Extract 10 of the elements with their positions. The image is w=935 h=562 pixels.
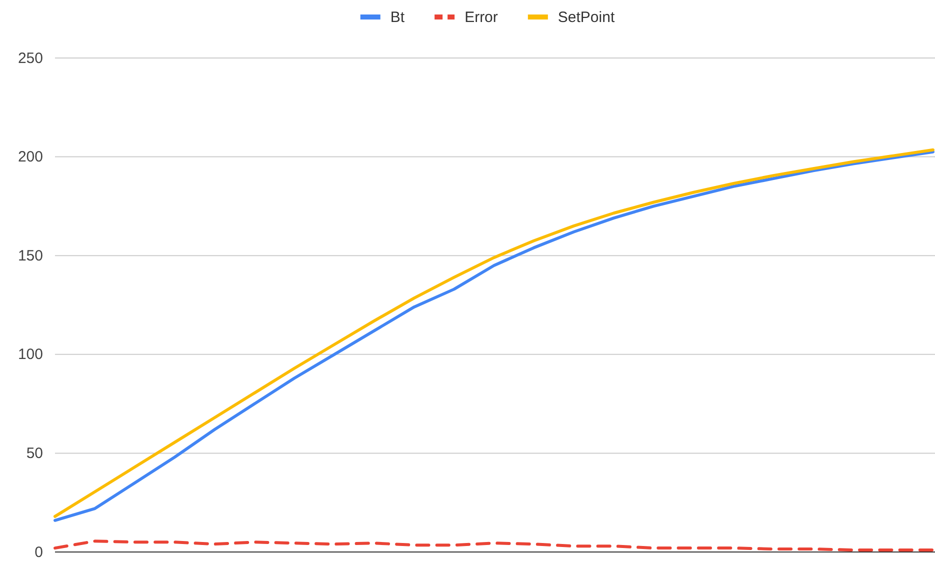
line-series	[54, 540, 934, 552]
y-tick-label: 50	[26, 445, 43, 462]
y-tick-label: 200	[18, 148, 43, 166]
legend-label: SetPoint	[558, 9, 616, 26]
y-tick-label: 150	[18, 247, 43, 264]
legend-label: Bt	[390, 9, 406, 26]
legend-label: Error	[464, 9, 498, 26]
y-tick-label: 250	[18, 50, 43, 67]
y-tick-label: 0	[34, 544, 43, 561]
y-tick-label: 100	[18, 346, 43, 364]
